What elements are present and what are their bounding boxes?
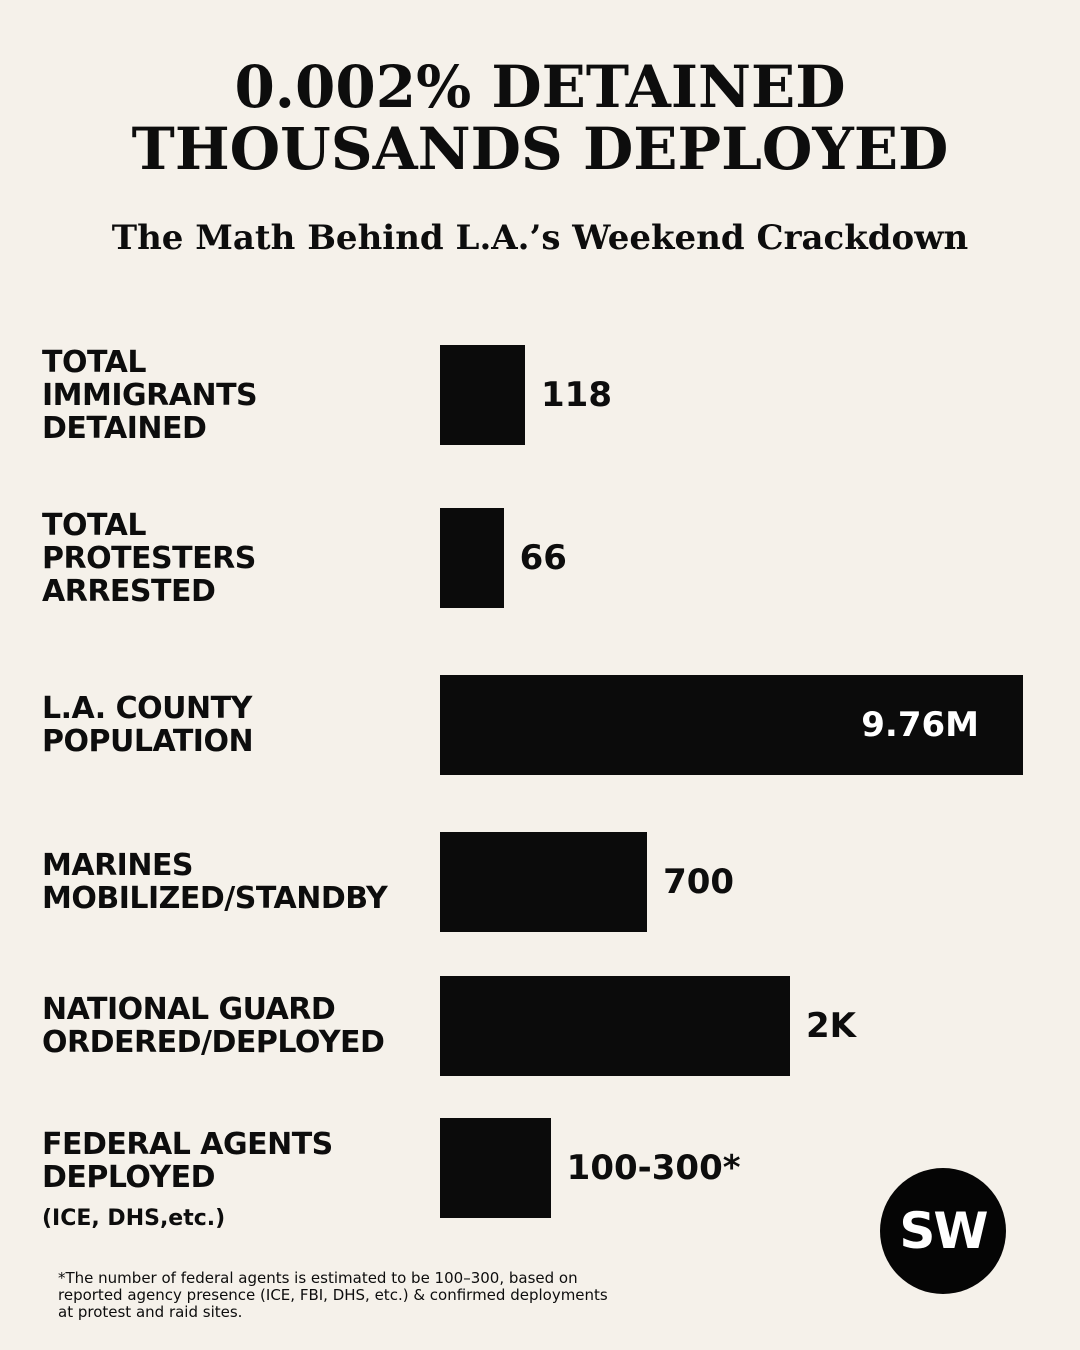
bar	[440, 675, 1023, 775]
category-label-line: DETAINED	[42, 410, 207, 446]
chart-subtitle: The Math Behind L.A.’s Weekend Crackdown	[111, 218, 969, 258]
bar-value-label: 9.76M	[861, 705, 979, 745]
category-label-line: FEDERAL AGENTS	[42, 1127, 333, 1162]
bar	[440, 1118, 551, 1218]
bar-value-label: 100-300*	[566, 1148, 741, 1188]
bar	[440, 345, 525, 445]
bar	[440, 976, 790, 1076]
category-label-line: PROTESTERS	[42, 540, 256, 576]
category-label-line: POPULATION	[42, 724, 254, 759]
category-label-line: L.A. COUNTY	[42, 691, 252, 726]
category-label-line: MOBILIZED/STANDBY	[42, 881, 388, 916]
category-label-line: ARRESTED	[42, 573, 216, 609]
footnote: *The number of federal agents is estimat…	[58, 1269, 608, 1321]
chart-title-line-2: THOUSANDS DEPLOYED	[131, 115, 949, 183]
category-label: TOTAL PROTESTERS ARRESTED	[42, 509, 422, 608]
category-label-line: TOTAL	[42, 344, 146, 380]
bar	[440, 508, 504, 608]
logo-text: SW	[899, 1202, 988, 1260]
category-label: L.A. COUNTY POPULATION	[42, 692, 422, 758]
sw-logo: SW	[880, 1168, 1006, 1294]
category-label-line: IMMIGRANTS	[42, 377, 258, 413]
category-label: MARINES MOBILIZED/STANDBY	[42, 849, 422, 915]
category-label: FEDERAL AGENTS DEPLOYED	[42, 1128, 422, 1194]
category-label-line: NATIONAL GUARD	[42, 992, 336, 1027]
bar	[440, 832, 648, 932]
bar-value-label: 118	[541, 375, 612, 415]
category-label-line: MARINES	[42, 848, 194, 883]
category-label: TOTAL IMMIGRANTS DETAINED	[42, 346, 422, 445]
bar-value-label: 2K	[806, 1006, 857, 1046]
category-label-line: DEPLOYED	[42, 1160, 215, 1195]
category-label-line: TOTAL	[42, 507, 146, 543]
category-label: NATIONAL GUARD ORDERED/DEPLOYED	[42, 993, 422, 1059]
chart-title-line-1: 0.002% DETAINED	[234, 53, 846, 121]
bar-value-label: 700	[663, 862, 735, 902]
bar-value-label: 66	[519, 538, 567, 578]
category-label-line: ORDERED/DEPLOYED	[42, 1025, 385, 1060]
category-sublabel: (ICE, DHS,etc.)	[42, 1206, 226, 1231]
